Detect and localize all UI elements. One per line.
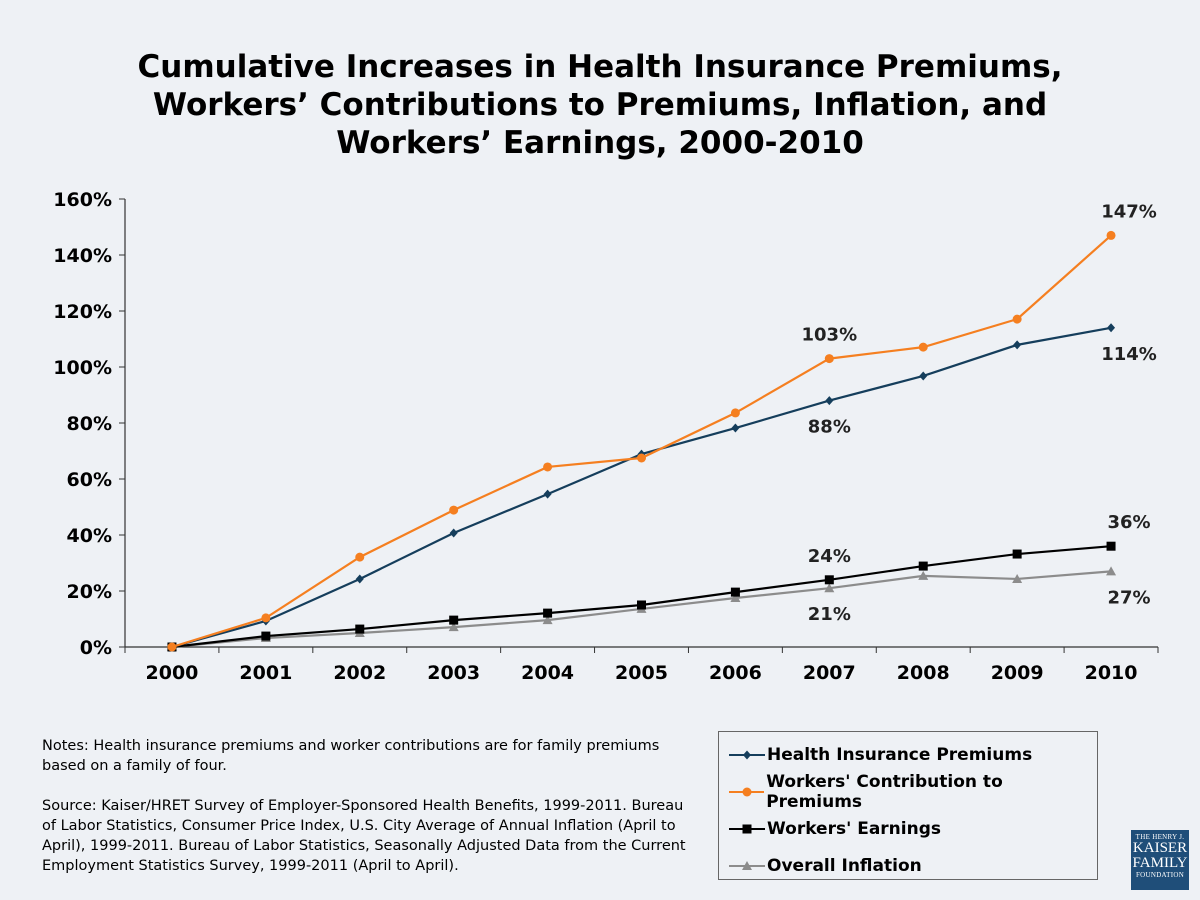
kaiser-logo: THE HENRY J. KAISER FAMILY FOUNDATION (1131, 830, 1189, 890)
data-point (730, 587, 740, 597)
legend-swatch (729, 860, 765, 870)
notes-block: Notes: Health insurance premiums and wor… (42, 736, 692, 896)
series-workers-earnings (167, 541, 1116, 652)
legend-item: Workers' Earnings (729, 810, 1097, 847)
data-point (918, 561, 928, 571)
data-point (449, 528, 458, 538)
legend-item: Workers' Contribution to Premiums (729, 771, 1097, 812)
data-label: 114% (1101, 344, 1157, 365)
data-point (543, 608, 553, 618)
data-label: 103% (802, 325, 858, 346)
x-tick-label: 2005 (615, 662, 668, 684)
source-text: Source: Kaiser/HRET Survey of Employer-S… (42, 798, 686, 874)
data-point (825, 396, 834, 406)
data-point (1013, 340, 1022, 350)
data-point (637, 453, 646, 463)
data-point (1012, 573, 1023, 583)
data-point (1106, 566, 1117, 576)
data-point (448, 622, 459, 632)
y-tick-label: 160% (53, 189, 112, 211)
series-line (171, 326, 1112, 649)
data-label: 36% (1107, 512, 1150, 533)
data-label: 21% (808, 604, 851, 625)
data-point (542, 615, 553, 625)
x-tick-label: 2006 (709, 662, 762, 684)
data-point (918, 570, 929, 580)
legend-marker (742, 787, 752, 796)
data-point (730, 593, 741, 602)
data-label: 88% (808, 417, 851, 438)
data-point (543, 489, 552, 499)
y-tick-label: 80% (67, 413, 112, 435)
y-tick-label: 40% (67, 525, 112, 547)
legend-marker (742, 860, 752, 870)
data-point (355, 574, 364, 584)
data-point (824, 354, 834, 364)
legend-marker (743, 750, 751, 759)
data-point (730, 408, 740, 418)
x-tick-label: 2007 (803, 662, 856, 684)
logo-line: THE HENRY J. (1135, 833, 1185, 841)
x-tick-label: 2003 (427, 662, 480, 684)
data-point (1012, 314, 1022, 324)
legend-swatch (729, 750, 765, 759)
data-label: 147% (1101, 201, 1157, 222)
data-point (919, 371, 928, 381)
axes: 0% 20% 40% 60% 80% 100% 120% 140% 160% 2000 2001 20… (53, 189, 1159, 684)
data-labels: 147% 114% 103% 88% 24% 21% 36% 27% (802, 201, 1157, 625)
x-tick-label: 2001 (239, 662, 292, 684)
y-tick-label: 60% (67, 469, 112, 491)
y-tick-label: 20% (67, 581, 112, 603)
data-point (355, 624, 365, 634)
series-line (171, 234, 1112, 649)
series-lines (166, 230, 1117, 652)
data-point (731, 423, 740, 433)
logo-line: KAISER (1132, 840, 1188, 856)
legend-swatch (729, 824, 765, 833)
data-point (1106, 541, 1116, 551)
y-tick-label: 140% (53, 245, 112, 267)
legend-label: Workers' Contribution to Premiums (766, 771, 1003, 812)
data-point (167, 642, 177, 652)
data-point (261, 631, 271, 641)
y-tick-label: 0% (80, 637, 112, 659)
data-label: 24% (808, 546, 851, 567)
data-point (824, 583, 835, 593)
legend-label: Overall Inflation (767, 855, 922, 876)
data-point (1107, 323, 1116, 333)
data-point (449, 505, 459, 515)
legend-label: Health Insurance Premiums (767, 744, 1033, 765)
series-line (171, 545, 1112, 649)
legend-item: Overall Inflation (729, 847, 1097, 884)
notes-text: Notes: Health insurance premiums and wor… (42, 738, 660, 774)
x-tick-label: 2000 (146, 662, 199, 684)
x-tick-label: 2010 (1085, 662, 1138, 684)
data-point (449, 615, 459, 625)
chart-title: Cumulative Increases in Health Insurance… (137, 49, 1063, 161)
data-point (1106, 230, 1116, 240)
x-tick-label: 2008 (897, 662, 950, 684)
data-point (543, 462, 553, 472)
data-point (637, 600, 646, 610)
data-point (355, 552, 365, 562)
data-point (1012, 549, 1022, 559)
logo-line: FOUNDATION (1135, 871, 1185, 879)
line-chart: 0% 20% 40% 60% 80% 100% 120% 140% 160% 2000 2001 20… (53, 189, 1159, 684)
x-tick-label: 2004 (521, 662, 574, 684)
data-label: 27% (1107, 587, 1150, 608)
y-tick-label: 120% (53, 301, 112, 323)
y-tick-label: 100% (53, 357, 112, 379)
legend-swatch (729, 787, 765, 796)
series-workers-contribution-to-premiums (167, 230, 1116, 652)
data-point (261, 613, 271, 623)
data-point (918, 342, 928, 352)
legend-item: Health Insurance Premiums (729, 736, 1097, 773)
x-tick-label: 2002 (333, 662, 386, 684)
legend-label: Workers' Earnings (767, 818, 942, 839)
legend-marker (742, 824, 752, 833)
data-point (824, 575, 834, 585)
logo-line: FAMILY (1132, 855, 1188, 871)
legend: Health Insurance Premiums Workers' Contri… (718, 731, 1098, 880)
x-tick-label: 2009 (991, 662, 1044, 684)
